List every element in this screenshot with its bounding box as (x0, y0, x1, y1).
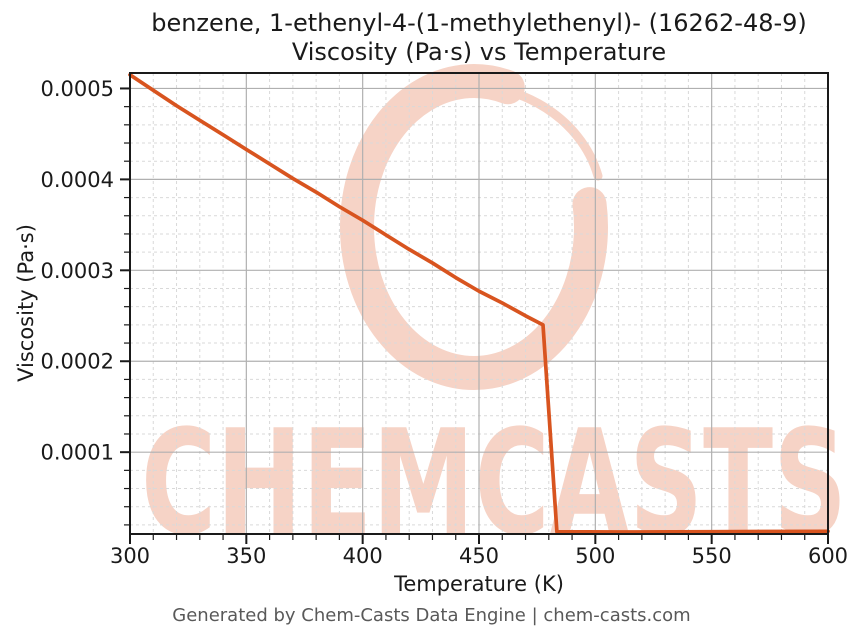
y-tick-label: 0.0003 (41, 259, 114, 283)
watermark-brush-stroke-icon (432, 79, 603, 181)
watermark-text: CHEMCASTS (141, 399, 847, 568)
watermark-brush-stroke-icon (562, 219, 595, 312)
chart-subtitle: Viscosity (Pa·s) vs Temperature (291, 38, 667, 66)
x-tick-label: 600 (808, 544, 848, 568)
series-line-viscosity (128, 72, 830, 534)
x-tick-label: 550 (692, 544, 732, 568)
x-tick-label: 450 (459, 544, 499, 568)
x-tick-label: 400 (343, 544, 383, 568)
y-tick-label: 0.0002 (41, 350, 114, 374)
y-tick-label: 0.0005 (41, 77, 114, 101)
x-tick-label: 300 (110, 544, 150, 568)
x-tick-label: 500 (575, 544, 615, 568)
y-tick-label: 0.0004 (41, 168, 114, 192)
x-tick-label: 350 (226, 544, 266, 568)
chart-title: benzene, 1-ethenyl-4-(1-methylethenyl)- … (151, 9, 807, 37)
y-axis-label: Viscosity (Pa·s) (14, 224, 38, 382)
footer-credit: Generated by Chem-Casts Data Engine | ch… (172, 605, 691, 626)
plot-border (129, 72, 829, 535)
y-tick-label: 0.0001 (41, 441, 114, 465)
watermark-brush-stroke-icon (545, 287, 587, 355)
x-axis-label: Temperature (K) (394, 572, 564, 596)
